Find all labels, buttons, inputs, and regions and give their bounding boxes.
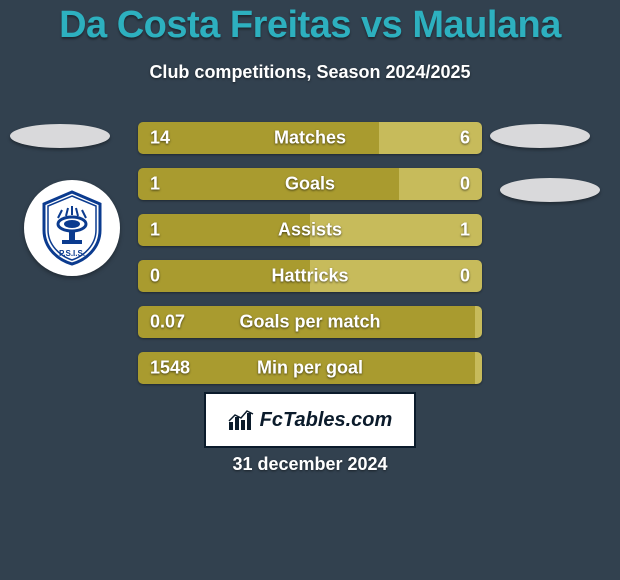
comparison-card: Da Costa Freitas vs Maulana Club competi… <box>0 0 620 580</box>
subtitle: Club competitions, Season 2024/2025 <box>0 62 620 83</box>
player1-placeholder-ellipse <box>10 124 110 148</box>
stat-row: 00Hattricks <box>138 260 482 292</box>
footer-date: 31 december 2024 <box>0 454 620 475</box>
page-title: Da Costa Freitas vs Maulana <box>0 4 620 47</box>
stat-row: 146Matches <box>138 122 482 154</box>
player2-placeholder-ellipse-2 <box>500 178 600 202</box>
stat-label: Hattricks <box>138 266 482 287</box>
stat-row: 10Goals <box>138 168 482 200</box>
brand-box: FcTables.com <box>204 392 416 448</box>
stat-row: 0.07Goals per match <box>138 306 482 338</box>
club-badge: P.S.I.S. <box>24 180 120 276</box>
stat-label: Assists <box>138 220 482 241</box>
brand-text: FcTables.com <box>260 409 393 432</box>
stat-bars: 146Matches 10Goals 11Assists 00Hattricks 0.0… <box>138 122 482 398</box>
stat-label: Goals per match <box>138 312 482 333</box>
stat-label: Matches <box>138 128 482 149</box>
stat-row: 11Assists <box>138 214 482 246</box>
club-crest-icon: P.S.I.S. <box>40 190 104 266</box>
stat-row: 1548Min per goal <box>138 352 482 384</box>
stat-label: Goals <box>138 174 482 195</box>
player2-placeholder-ellipse <box>490 124 590 148</box>
svg-text:P.S.I.S.: P.S.I.S. <box>59 249 85 258</box>
stat-label: Min per goal <box>138 358 482 379</box>
brand-chart-icon <box>228 409 254 431</box>
